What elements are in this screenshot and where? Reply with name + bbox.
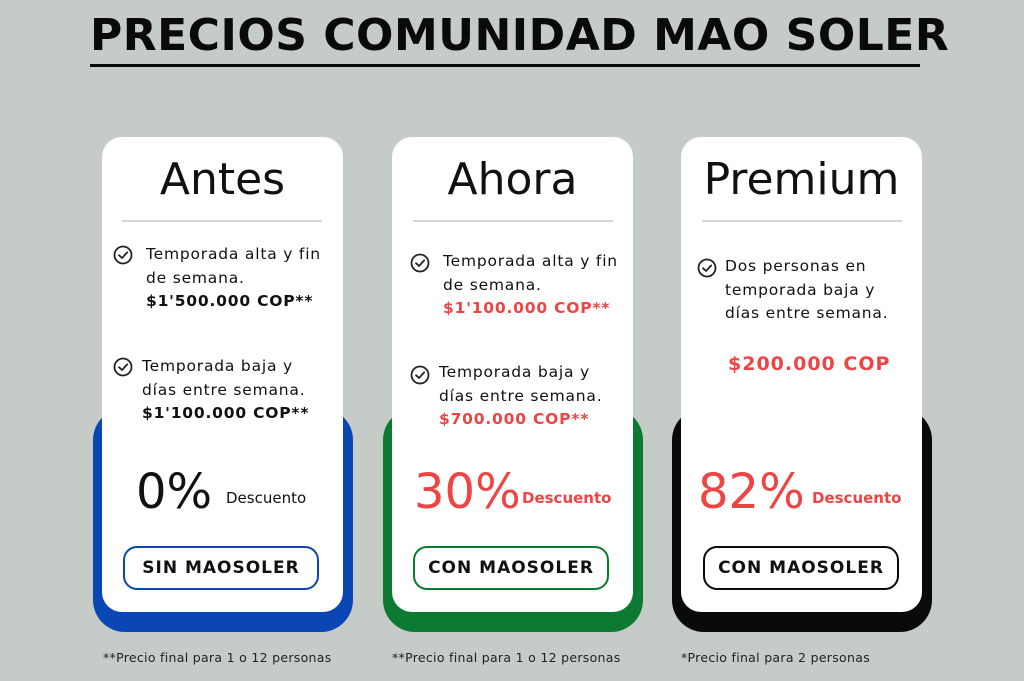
feature-price: $1'100.000 COP** [142,404,310,422]
feature-price: $1'100.000 COP** [443,299,611,317]
feature-text: Temporada alta y fin de semana. [146,245,321,287]
check-circle-icon [113,245,133,265]
check-circle-icon [697,258,717,278]
plan-ahora-note: **Precio final para 1 o 12 personas [392,650,621,665]
plan-antes-discount-value: 0% [136,464,213,520]
plan-title-premium: Premium [703,154,900,205]
feature-text: Dos personas en temporada baja y días en… [725,257,889,322]
plan-antes-feature-1: Temporada alta y fin de semana. $1'500.0… [146,243,336,314]
plan-antes-feature-2: Temporada baja y días entre semana. $1'1… [142,355,332,426]
sin-maosoler-button[interactable]: SIN MAOSOLER [123,546,319,590]
plan-ahora-feature-1: Temporada alta y fin de semana. $1'100.0… [443,250,618,321]
feature-text: Temporada alta y fin de semana. [443,252,618,294]
con-maosoler-premium-button[interactable]: CON MAOSOLER [703,546,899,590]
plan-card-premium [681,137,922,612]
plan-divider-ahora [413,220,613,222]
plan-ahora-feature-2: Temporada baja y días entre semana. $700… [439,361,629,432]
plan-divider-premium [702,220,902,222]
plan-premium-discount-label: Descuento [812,489,902,507]
plan-ahora-discount-value: 30% [414,464,521,520]
plan-antes-discount-label: Descuento [226,489,307,507]
plan-ahora-discount-label: Descuento [522,489,612,507]
plan-title-antes: Antes [159,154,286,205]
page-title: PRECIOS COMUNIDAD MAO SOLER [90,10,949,67]
feature-text: Temporada baja y días entre semana. [439,363,603,405]
plan-premium-price: $200.000 COP [728,353,891,375]
plan-premium-note: *Precio final para 2 personas [681,650,871,665]
plan-divider-antes [122,220,322,222]
plan-card-ahora [392,137,633,612]
plan-premium-discount-value: 82% [698,464,805,520]
plan-title-ahora: Ahora [447,154,578,205]
check-circle-icon [410,253,430,273]
feature-price: $700.000 COP** [439,410,590,428]
feature-price: $1'500.000 COP** [146,292,314,310]
check-circle-icon [113,357,133,377]
feature-text: Temporada baja y días entre semana. [142,357,306,399]
plan-antes-note: **Precio final para 1 o 12 personas [103,650,332,665]
plan-card-antes [102,137,343,612]
plan-premium-feature-1: Dos personas en temporada baja y días en… [725,255,905,326]
con-maosoler-button[interactable]: CON MAOSOLER [413,546,609,590]
check-circle-icon [410,365,430,385]
